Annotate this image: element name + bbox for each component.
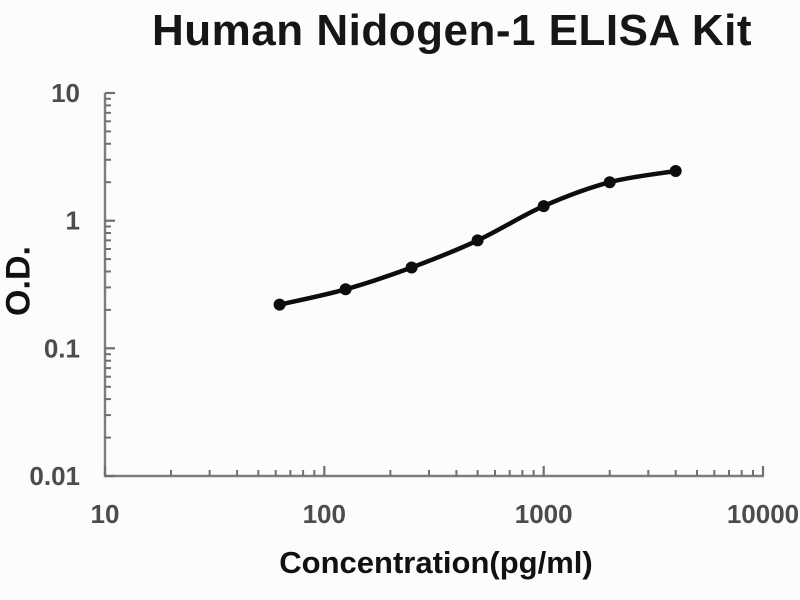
data-point-marker bbox=[603, 176, 616, 189]
x-tick-label-10000: 10000 bbox=[727, 499, 799, 529]
tick-labels-group: 10 100 1000 10000 10 1 0.1 0.01 bbox=[29, 78, 799, 529]
ticks-group bbox=[103, 91, 765, 478]
data-point-marker bbox=[471, 234, 484, 247]
y-tick-label-0.1: 0.1 bbox=[44, 333, 80, 363]
series-group bbox=[273, 165, 682, 311]
data-point-marker bbox=[405, 261, 418, 274]
y-tick-label-10: 10 bbox=[51, 78, 80, 108]
x-axis-title: Concentration(pg/ml) bbox=[279, 545, 593, 580]
chart-title: Human Nidogen-1 ELISA Kit bbox=[152, 6, 752, 55]
data-point-marker bbox=[669, 165, 682, 177]
x-tick-label-100: 100 bbox=[303, 499, 346, 529]
data-point-marker bbox=[273, 298, 286, 311]
data-point-marker bbox=[339, 283, 352, 296]
x-tick-label-1000: 1000 bbox=[515, 499, 573, 529]
y-tick-label-1: 1 bbox=[66, 206, 80, 236]
x-tick-label-10: 10 bbox=[91, 499, 120, 529]
y-tick-label-0.01: 0.01 bbox=[29, 461, 80, 491]
axes-group bbox=[103, 93, 764, 478]
data-point-marker bbox=[537, 200, 550, 213]
